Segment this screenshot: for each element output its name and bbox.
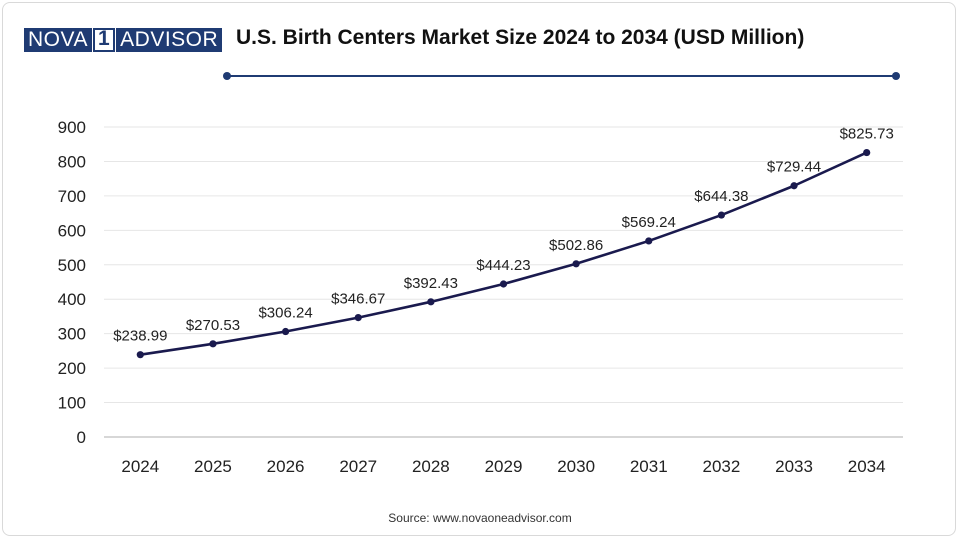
data-point xyxy=(209,340,217,348)
source-note: Source: www.novaoneadvisor.com xyxy=(388,511,572,525)
logo-part-advisor: ADVISOR xyxy=(116,28,223,52)
logo-part-nova: NOVA xyxy=(24,28,92,52)
x-tick-label: 2024 xyxy=(121,457,159,476)
data-label: $569.24 xyxy=(622,214,676,231)
data-point xyxy=(136,351,144,359)
y-tick-label: 300 xyxy=(58,325,86,344)
y-tick-label: 0 xyxy=(77,428,86,447)
x-tick-label: 2032 xyxy=(702,457,740,476)
y-tick-label: 700 xyxy=(58,187,86,206)
data-point xyxy=(717,211,726,219)
y-tick-label: 900 xyxy=(58,118,86,137)
y-tick-label: 100 xyxy=(58,394,86,413)
series-line xyxy=(140,151,868,356)
y-tick-label: 400 xyxy=(58,290,86,309)
y-tick-label: 600 xyxy=(58,221,86,240)
title-rule-dot-right xyxy=(892,72,900,80)
x-tick-label: 2026 xyxy=(267,457,305,476)
logo-part-one: 1 xyxy=(92,28,116,52)
data-label: $306.24 xyxy=(258,305,312,322)
data-point xyxy=(354,313,362,322)
x-tick-label: 2034 xyxy=(848,457,886,476)
data-label: $270.53 xyxy=(186,317,240,334)
data-label: $238.99 xyxy=(113,328,167,345)
data-point xyxy=(499,280,508,288)
x-tick-label: 2030 xyxy=(557,457,595,476)
x-tick-label: 2028 xyxy=(412,457,450,476)
data-point xyxy=(427,298,435,306)
data-label: $644.38 xyxy=(694,188,748,205)
data-point xyxy=(863,148,871,157)
data-label: $392.43 xyxy=(404,275,458,292)
data-point xyxy=(645,237,653,245)
x-tick-label: 2033 xyxy=(775,457,813,476)
data-point xyxy=(281,327,290,336)
data-label: $729.44 xyxy=(767,159,821,176)
data-label: $502.86 xyxy=(549,237,603,254)
x-tick-label: 2027 xyxy=(339,457,377,476)
data-point xyxy=(572,260,580,268)
y-tick-label: 800 xyxy=(58,152,86,171)
data-label: $346.67 xyxy=(331,291,385,308)
y-tick-label: 200 xyxy=(58,359,86,378)
brand-logo: NOVA 1 ADVISOR xyxy=(24,28,223,52)
x-tick-label: 2031 xyxy=(630,457,668,476)
title-rule-dot-left xyxy=(223,72,231,80)
x-tick-label: 2025 xyxy=(194,457,232,476)
x-tick-label: 2029 xyxy=(485,457,523,476)
data-label: $444.23 xyxy=(476,257,530,274)
data-point xyxy=(790,182,798,190)
y-tick-label: 500 xyxy=(58,256,86,275)
data-label: $825.73 xyxy=(840,126,894,143)
chart-title: U.S. Birth Centers Market Size 2024 to 2… xyxy=(236,26,805,49)
